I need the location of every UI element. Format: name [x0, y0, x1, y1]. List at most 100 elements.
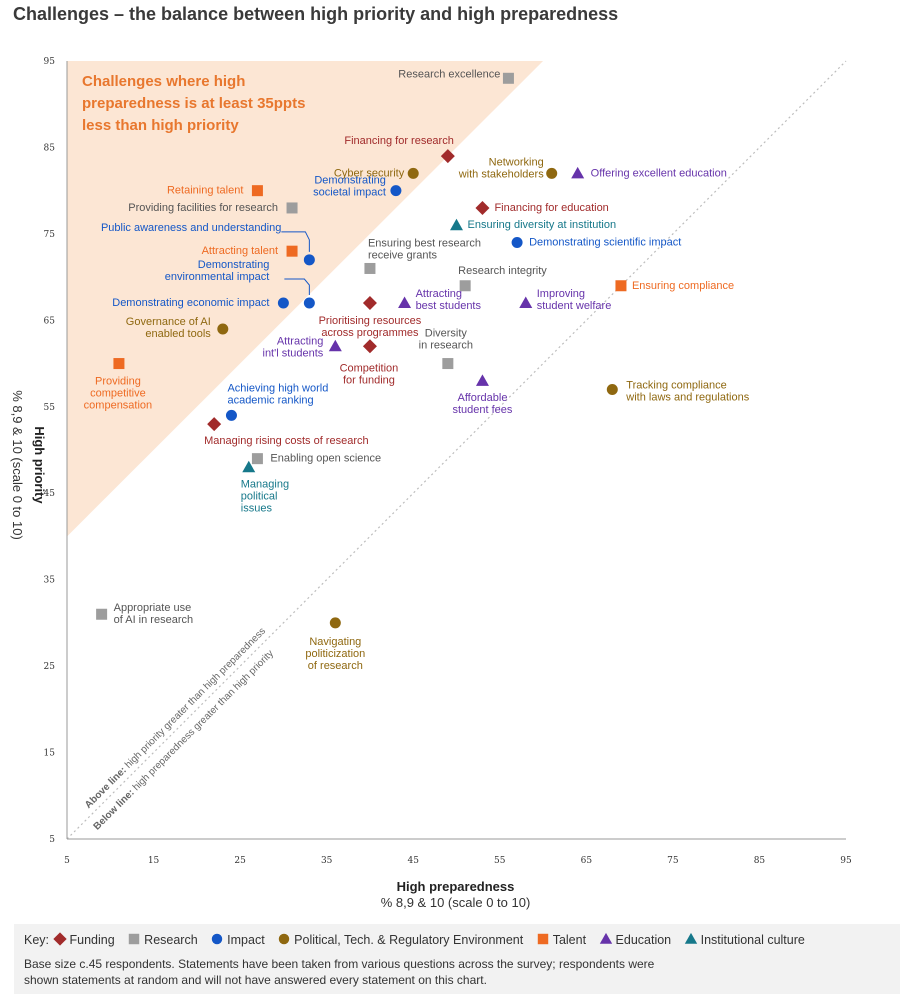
- point-label-line: Research excellence: [398, 68, 500, 80]
- point-label: Prioritising resources across programmes: [319, 315, 422, 339]
- legend-marker: [537, 933, 548, 945]
- legend-item: Funding: [52, 932, 115, 947]
- below-line-label: Below line: high preparedness greater th…: [92, 648, 276, 832]
- data-point: [225, 409, 237, 421]
- data-point: [390, 185, 402, 197]
- legend-label: Research: [144, 933, 198, 947]
- y-tick-label: 25: [44, 662, 56, 672]
- point-label: Attracting best students: [416, 288, 482, 312]
- below-line-text: high preparedness greater than high prio…: [129, 648, 276, 795]
- data-point: [606, 383, 618, 395]
- y-tick-label: 45: [44, 489, 56, 499]
- point-label-line: Offering excellent education: [591, 167, 727, 179]
- point-label: Demonstrating economic impact: [112, 297, 269, 309]
- point-label-line: Demonstrating economic impact: [112, 297, 269, 309]
- y-axis-subtitle: % 8,9 & 10 (scale 0 to 10): [10, 390, 25, 540]
- point-label-line: Prioritising resources: [319, 315, 422, 327]
- point-label-line: Public awareness and understanding: [101, 222, 281, 234]
- x-tick-label: 15: [148, 856, 160, 866]
- data-point: [207, 417, 222, 432]
- diamond-icon: [52, 932, 67, 946]
- point-label-line: for funding: [343, 374, 395, 386]
- chart-title: Challenges – the balance between high pr…: [13, 4, 619, 24]
- point-label: Managing political issues: [241, 478, 289, 514]
- y-tick-label: 75: [44, 230, 56, 240]
- point-label: Providing facilities for research: [128, 202, 278, 214]
- point-label: Ensuring compliance: [632, 280, 734, 292]
- x-tick-label: 95: [840, 856, 852, 866]
- point-label-line: Cyber security: [334, 167, 405, 179]
- point-label-line: Demonstrating: [198, 259, 270, 271]
- data-point: [217, 323, 229, 335]
- y-tick-label: 55: [44, 403, 56, 413]
- point-label-line: Managing: [241, 478, 289, 490]
- point-label: Research integrity: [458, 265, 547, 277]
- data-point: [286, 202, 298, 214]
- point-label-line: enabled tools: [145, 328, 211, 340]
- point-label-line: Ensuring diversity at institution: [468, 219, 617, 231]
- y-tick-label: 65: [44, 316, 56, 326]
- data-point: [450, 218, 463, 231]
- point-label: Cyber security: [334, 167, 405, 179]
- scatter-chart: Challenges where high preparedness is at …: [10, 57, 852, 910]
- circle-icon: [278, 933, 290, 945]
- point-label-line: Appropriate use: [114, 602, 192, 614]
- legend-item: Education: [599, 932, 671, 947]
- legend-prefix: Key:: [24, 933, 50, 947]
- point-label: Demonstrating scientific impact: [529, 237, 681, 249]
- legend-label: Political, Tech. & Regulatory Environmen…: [294, 933, 524, 947]
- legend-marker: [211, 933, 223, 945]
- point-label-line: Retaining talent: [167, 185, 243, 197]
- x-tick-label: 35: [321, 856, 333, 866]
- point-label-line: compensation: [84, 400, 153, 412]
- point-label-line: Competition: [340, 362, 399, 374]
- zone-shading: [67, 61, 544, 537]
- x-tick-label: 65: [581, 856, 593, 866]
- legend-marker: [52, 932, 67, 946]
- point-label: Providing competitive compensation: [84, 376, 153, 412]
- point-label-line: student fees: [452, 404, 512, 416]
- point-label: Financing for education: [494, 202, 608, 214]
- square-icon: [128, 933, 140, 945]
- point-label-line: Attracting: [277, 335, 323, 347]
- point-label: Enabling open science: [270, 453, 381, 465]
- leader-line: [284, 278, 310, 296]
- point-label-line: student welfare: [537, 300, 612, 312]
- data-point: [440, 149, 455, 164]
- point-label-line: Managing rising costs of research: [204, 435, 368, 447]
- diagonal-line: [66, 60, 847, 840]
- data-point: [251, 453, 263, 465]
- y-tick-label: 95: [44, 57, 56, 67]
- point-label-line: with laws and regulations: [625, 391, 749, 403]
- point-label-line: best students: [416, 300, 482, 312]
- y-tick-label: 35: [44, 576, 56, 586]
- point-label-line: Attracting talent: [202, 245, 278, 257]
- point-label-line: Governance of AI: [126, 316, 211, 328]
- zone-label-line: Challenges where high: [82, 73, 245, 90]
- square-icon: [537, 933, 548, 945]
- x-tick-label: 45: [407, 856, 419, 866]
- legend-item: Research: [127, 932, 198, 947]
- legend-label: Impact: [227, 933, 265, 947]
- legend-label: Talent: [552, 933, 587, 947]
- legend-marker: [684, 932, 697, 944]
- data-point: [251, 185, 263, 197]
- point-label: Networking with stakeholders: [458, 156, 544, 180]
- data-point: [502, 72, 514, 84]
- point-label: Ensuring best research receive grants: [368, 237, 481, 261]
- point-label-line: in research: [419, 340, 473, 352]
- point-label-line: Financing for education: [494, 202, 608, 214]
- point-label-line: Improving: [537, 288, 585, 300]
- point-label: Managing rising costs of research: [204, 435, 368, 447]
- point-label-line: Enabling open science: [270, 453, 381, 465]
- point-label-line: of AI in research: [114, 614, 194, 626]
- x-tick-label: 75: [667, 856, 679, 866]
- point-label-line: across programmes: [321, 327, 419, 339]
- point-label: Improving student welfare: [537, 288, 612, 312]
- point-label: Attracting int'l students: [263, 335, 324, 359]
- data-point: [475, 200, 490, 215]
- point-label-line: of research: [308, 660, 363, 672]
- point-label-line: environmental impact: [165, 271, 270, 283]
- data-point: [277, 297, 289, 309]
- point-label: Demonstrating societal impact: [313, 175, 386, 199]
